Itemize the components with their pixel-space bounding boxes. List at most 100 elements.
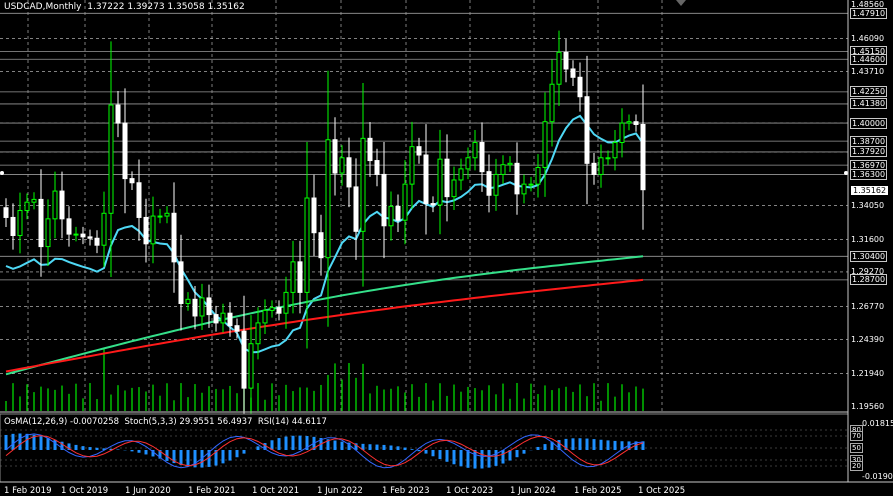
- candle-body: [556, 51, 562, 85]
- candle-body: [430, 203, 436, 206]
- candle-body: [549, 83, 555, 123]
- price-label: 1.40000: [849, 117, 888, 129]
- candle-body: [3, 207, 9, 218]
- high-value: 1.39273: [127, 2, 165, 12]
- candle-body: [108, 104, 114, 214]
- time-label: 1 Feb 2019: [4, 486, 52, 496]
- candle-body: [451, 179, 457, 198]
- price-label: 1.47910: [849, 7, 888, 19]
- price-hlines: [0, 12, 848, 281]
- indicator-title: OsMA(12,26,9) -0.0070258 Stoch(5,3,3) 29…: [4, 417, 327, 427]
- price-label: 1.29270: [851, 267, 885, 277]
- time-label: 1 Oct 2019: [61, 486, 109, 496]
- price-label: 1.46090: [851, 34, 885, 44]
- candle-body: [304, 197, 310, 293]
- candle-body: [353, 186, 359, 232]
- candle-body: [332, 139, 338, 174]
- candle-body: [416, 146, 422, 156]
- candle-body: [640, 123, 646, 191]
- time-label: 1 Jun 2020: [125, 486, 171, 496]
- indicator-level-label: 80: [850, 425, 863, 435]
- price-label: 1.19560: [851, 402, 885, 412]
- candle-body: [563, 51, 569, 70]
- candle-body: [507, 162, 513, 166]
- symbol-label: USDCAD,Monthly: [4, 2, 82, 12]
- candle-body: [87, 236, 93, 239]
- price-label: 1.38700: [849, 135, 888, 147]
- indicator-level-label: 70: [850, 431, 863, 441]
- candle-body: [444, 158, 450, 198]
- volume-bars: [5, 348, 644, 411]
- stoch-main-line: [5, 433, 644, 469]
- candle-body: [241, 330, 247, 389]
- candle-body: [598, 157, 604, 175]
- ma-fast-line: [5, 114, 644, 354]
- candle-body: [381, 173, 387, 227]
- left-level-marker: [0, 171, 4, 175]
- stoch-label: Stoch(5,3,3) 29.9551 56.4937: [124, 417, 253, 427]
- candle-body: [423, 154, 429, 205]
- candle-body: [402, 183, 408, 221]
- candle-body: [31, 198, 37, 203]
- candle-body: [227, 312, 233, 327]
- time-label: 1 Oct 2023: [446, 486, 494, 496]
- price-label: 1.31600: [851, 235, 885, 245]
- chart-title: USDCAD,Monthly 1.37222 1.39273 1.35058 1…: [4, 2, 245, 12]
- price-label: 1.43710: [851, 67, 885, 77]
- price-label: 1.45150: [849, 46, 888, 58]
- candle-body: [493, 173, 499, 196]
- candle-body: [346, 157, 352, 188]
- candle-body: [360, 137, 366, 232]
- candle-body: [290, 261, 296, 293]
- candle-body: [514, 162, 520, 195]
- candle-body: [45, 218, 51, 248]
- candle-body: [297, 261, 303, 293]
- time-label: 1 Jun 2024: [510, 486, 556, 496]
- candle-body: [115, 104, 121, 124]
- candle-body: [234, 325, 240, 332]
- candle-body: [591, 162, 597, 175]
- candle-body: [437, 158, 443, 206]
- candle-body: [626, 121, 632, 124]
- axis-frame: [0, 0, 893, 483]
- candle-body: [38, 198, 44, 248]
- candle-body: [248, 343, 254, 389]
- price-label: 1.44600: [849, 53, 888, 65]
- candle-body: [486, 171, 492, 196]
- close-value: 1.35162: [207, 2, 245, 12]
- indicator-window[interactable]: [0, 413, 849, 483]
- open-value: 1.37222: [87, 2, 125, 12]
- indicator-level-label: 30: [850, 455, 863, 465]
- chart-shift-marker-icon[interactable]: [676, 0, 686, 6]
- candle-body: [269, 307, 275, 311]
- candle-body: [465, 157, 471, 170]
- candle-body: [136, 182, 142, 218]
- candle-body: [409, 146, 415, 185]
- candle-body: [612, 142, 618, 159]
- candle-body: [73, 233, 79, 236]
- ma-mid-line: [5, 255, 644, 376]
- candle-body: [122, 122, 128, 180]
- candle-body: [80, 233, 86, 238]
- indicator-axis-min: -0.019066: [862, 472, 893, 481]
- candle-body: [633, 121, 639, 125]
- time-label: 1 Oct 2021: [252, 486, 300, 496]
- indicator-level-label: 20: [850, 461, 863, 471]
- candle-body: [101, 212, 107, 246]
- stoch-signal-line: [5, 435, 644, 467]
- candle-body: [24, 201, 30, 212]
- candle-body: [129, 178, 135, 184]
- price-label: 1.21940: [851, 369, 885, 379]
- candle-body: [528, 183, 534, 186]
- candle-body: [262, 309, 268, 324]
- indicator-level-label: 50: [850, 443, 863, 453]
- price-label: 1.42250: [849, 86, 888, 98]
- candle-body: [535, 166, 541, 185]
- candle-body: [192, 298, 198, 317]
- candle-body: [206, 297, 212, 316]
- candle-body: [395, 205, 401, 221]
- candle-body: [374, 160, 380, 175]
- candle-body: [479, 142, 485, 173]
- candle-body: [584, 96, 590, 164]
